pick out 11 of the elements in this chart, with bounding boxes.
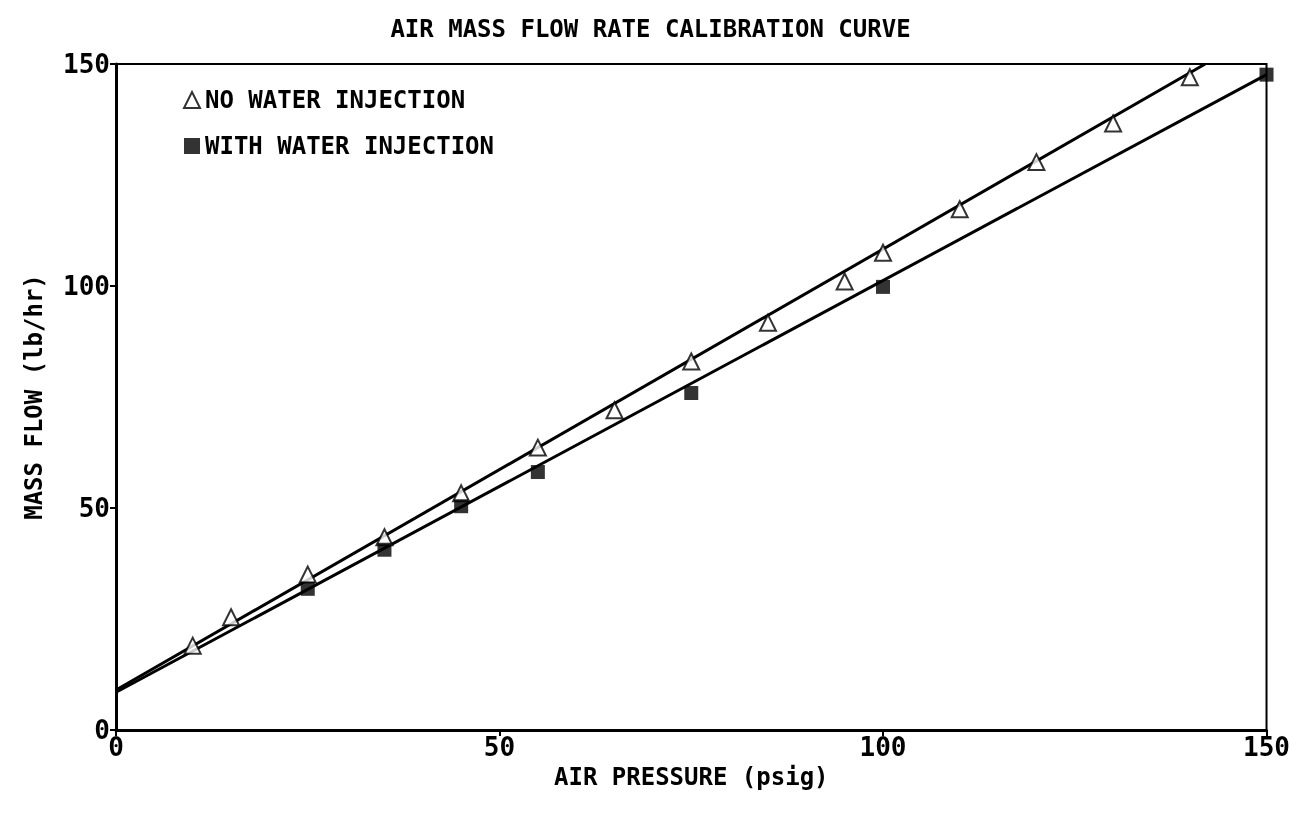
legend-label: NO WATER INJECTION (205, 86, 466, 114)
x-tick-label: 50 (483, 732, 516, 762)
chart-title: AIR MASS FLOW RATE CALIBRATION CURVE (390, 15, 911, 43)
legend-label: WITH WATER INJECTION (205, 132, 494, 160)
x-tick-label: 150 (1243, 732, 1290, 762)
y-tick-label: 150 (63, 49, 110, 79)
y-axis-title: MASS FLOW (lb/hr) (20, 274, 48, 520)
x-axis-title: AIR PRESSURE (psig) (553, 762, 829, 791)
x-tick-label: 100 (859, 732, 907, 762)
y-tick-label: 50 (78, 493, 110, 523)
y-tick-label: 100 (63, 271, 110, 301)
